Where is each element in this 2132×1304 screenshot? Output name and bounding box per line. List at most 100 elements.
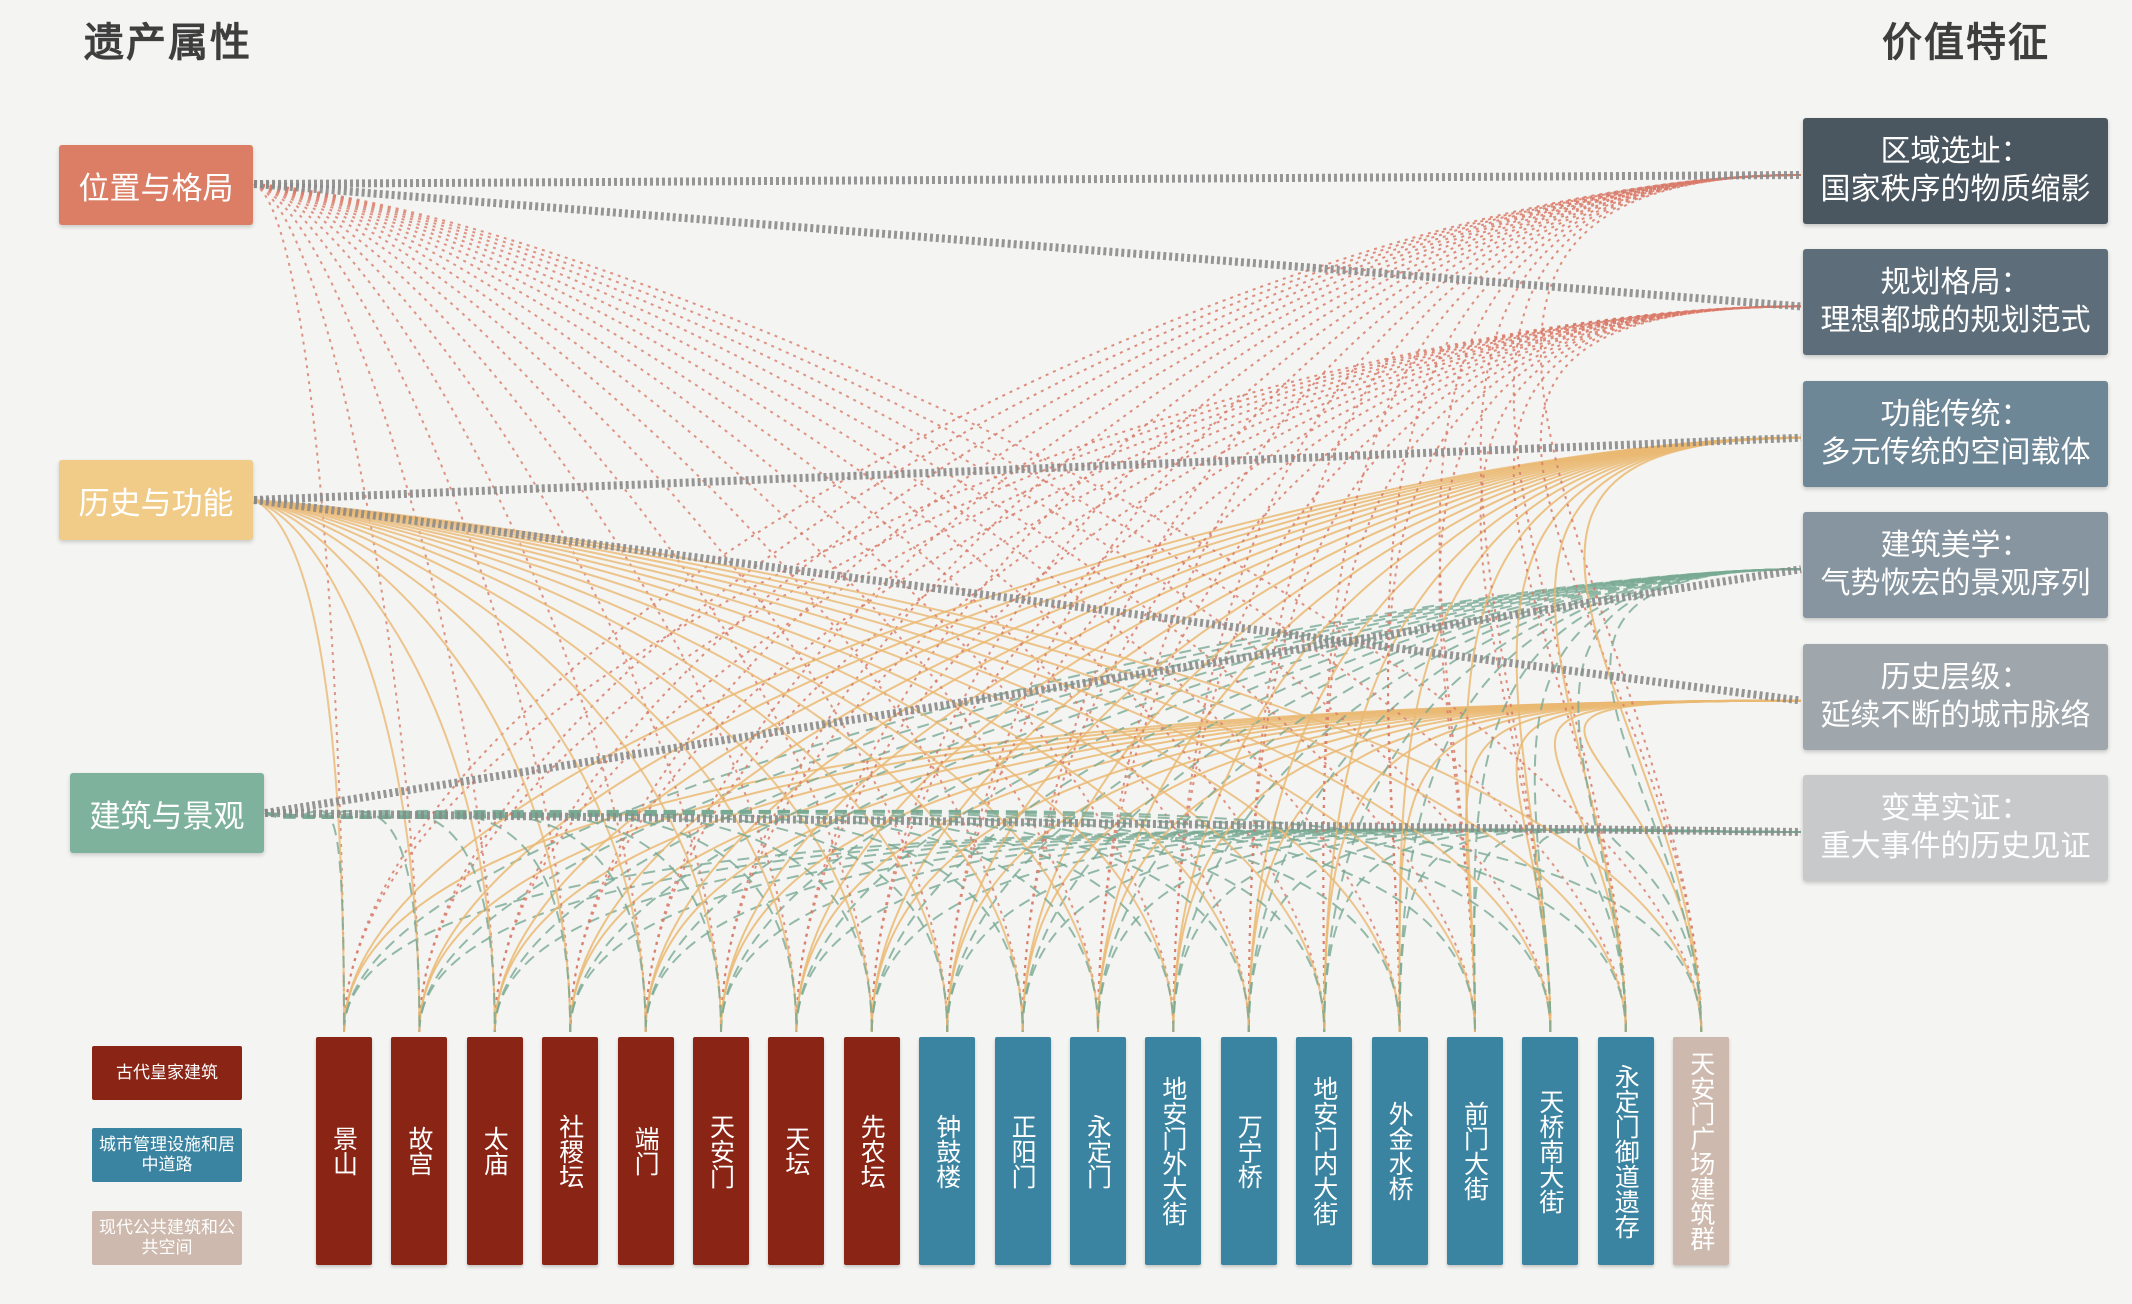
value-node-3[interactable]: 功能传统： 多元传统的空间载体 xyxy=(1803,380,2108,487)
value-characteristics-title: 价值特征 xyxy=(1882,20,2050,66)
legend-item-imperial: 古代皇家建筑 xyxy=(92,1046,242,1100)
attribute-site-link xyxy=(253,183,1024,1033)
attribute-site-link xyxy=(264,809,421,1033)
site-architecture-link xyxy=(1533,828,1802,1033)
attribute-value-link xyxy=(253,180,1802,311)
attribute-location-node[interactable]: 位置与格局 xyxy=(59,145,253,225)
value-node-heading: 功能传统： xyxy=(1880,396,2031,432)
site-architecture-link xyxy=(1021,828,1802,1033)
site-architecture-link xyxy=(493,568,1802,1033)
attribute-site-link xyxy=(253,183,496,1033)
attribute-site-link xyxy=(264,809,1627,1033)
site-history-link xyxy=(1398,436,1802,1033)
site-architecture-link xyxy=(1398,828,1802,1033)
value-node-description: 延续不断的城市脉络 xyxy=(1820,697,2091,733)
site-location-link xyxy=(870,174,1802,1033)
value-node-2[interactable]: 规划格局： 理想都城的规划范式 xyxy=(1803,249,2108,356)
site-node-4[interactable]: 社稷坛 xyxy=(542,1037,599,1265)
site-node-18[interactable]: 永定门御道遗存 xyxy=(1597,1037,1654,1265)
attribute-site-link xyxy=(253,183,798,1033)
attribute-site-link xyxy=(253,183,873,1033)
attribute-site-link xyxy=(253,183,1552,1033)
site-node-17[interactable]: 天桥南大街 xyxy=(1522,1037,1579,1265)
value-node-heading: 变革实证： xyxy=(1880,791,2031,826)
attribute-site-link xyxy=(264,809,1401,1033)
site-architecture-link xyxy=(569,568,1802,1033)
value-node-heading: 区域选址： xyxy=(1880,134,2031,169)
attribute-site-link xyxy=(253,499,1552,1033)
site-location-link xyxy=(1512,174,1802,1033)
site-node-9[interactable]: 钟鼓楼 xyxy=(919,1037,976,1265)
value-node-description: 气势恢宏的景观序列 xyxy=(1820,566,2091,602)
site-node-7[interactable]: 天坛 xyxy=(768,1037,825,1265)
attribute-site-link xyxy=(253,183,949,1033)
site-node-11[interactable]: 永定门 xyxy=(1070,1037,1126,1265)
attribute-site-link xyxy=(253,499,421,1033)
attribute-site-link xyxy=(264,809,1099,1033)
site-architecture-link xyxy=(1609,828,1802,1033)
value-node-1[interactable]: 区域选址： 国家秩序的物质缩影 xyxy=(1803,118,2108,224)
site-node-5[interactable]: 端门 xyxy=(617,1037,674,1265)
site-architecture-link xyxy=(418,568,1802,1033)
value-node-description: 多元传统的空间载体 xyxy=(1820,434,2091,470)
site-location-link xyxy=(946,305,1802,1033)
attribute-value-link xyxy=(253,171,1802,188)
attribute-value-link xyxy=(253,433,1802,504)
site-node-3[interactable]: 太庙 xyxy=(466,1037,523,1265)
site-location-link xyxy=(870,305,1802,1033)
site-architecture-link xyxy=(644,568,1802,1033)
site-node-10[interactable]: 正阳门 xyxy=(994,1037,1051,1265)
site-history-link xyxy=(1583,436,1802,1033)
attribute-site-link xyxy=(253,499,572,1033)
site-architecture-link xyxy=(720,568,1802,1033)
site-architecture-link xyxy=(795,828,1802,1033)
value-node-description: 重大事件的历史见证 xyxy=(1820,829,2091,864)
site-architecture-link xyxy=(1473,568,1802,1033)
attribute-architecture-node[interactable]: 建筑与景观 xyxy=(70,773,264,853)
site-node-15[interactable]: 外金水桥 xyxy=(1371,1037,1428,1265)
value-node-4[interactable]: 建筑美学： 气势恢宏的景观序列 xyxy=(1803,512,2108,619)
site-location-link xyxy=(946,174,1802,1033)
site-node-19[interactable]: 天安门广场建筑群 xyxy=(1673,1037,1730,1265)
attribute-site-link xyxy=(253,499,1250,1033)
site-history-link xyxy=(1323,699,1802,1033)
site-location-link xyxy=(1539,174,1802,1033)
attribute-site-link xyxy=(253,499,647,1033)
site-location-link xyxy=(343,305,1802,1033)
site-node-6[interactable]: 天安门 xyxy=(693,1037,749,1265)
attribute-site-link xyxy=(253,499,949,1033)
value-node-5[interactable]: 历史层级： 延续不断的城市脉络 xyxy=(1803,643,2108,750)
site-history-link xyxy=(569,699,1802,1033)
value-node-description: 理想都城的规划范式 xyxy=(1820,303,2091,339)
attribute-site-link xyxy=(253,499,1099,1033)
value-node-6[interactable]: 变革实证： 重大事件的历史见证 xyxy=(1803,775,2108,881)
site-architecture-link xyxy=(870,568,1802,1033)
site-location-link xyxy=(1438,305,1802,1033)
attribute-site-link xyxy=(264,809,722,1033)
attribute-value-link xyxy=(264,809,1802,836)
attribute-site-link xyxy=(264,809,1703,1033)
site-node-14[interactable]: 地安门内大街 xyxy=(1296,1037,1353,1265)
site-node-13[interactable]: 万宁桥 xyxy=(1220,1037,1277,1265)
attribute-site-link xyxy=(253,183,572,1033)
attribute-history-node[interactable]: 历史与功能 xyxy=(59,460,253,540)
legend-item-urban: 城市管理设施和居中道路 xyxy=(92,1128,242,1182)
site-history-link xyxy=(720,436,1802,1033)
attribute-site-link xyxy=(253,183,421,1033)
site-location-link xyxy=(1512,305,1802,1033)
site-history-link xyxy=(1097,699,1802,1033)
legend-item-modern: 现代公共建筑和公共空间 xyxy=(92,1211,242,1265)
site-location-link xyxy=(1322,305,1802,1033)
site-node-2[interactable]: 故宫 xyxy=(391,1037,448,1265)
site-node-1[interactable]: 景山 xyxy=(316,1037,372,1265)
heritage-attributes-title: 遗产属性 xyxy=(84,20,252,66)
site-location-link xyxy=(569,174,1802,1033)
site-node-16[interactable]: 前门大街 xyxy=(1447,1037,1503,1265)
site-node-12[interactable]: 地安门外大街 xyxy=(1145,1037,1202,1265)
site-location-link xyxy=(795,174,1802,1033)
site-history-link xyxy=(644,436,1802,1033)
site-architecture-link xyxy=(1247,568,1802,1033)
site-node-8[interactable]: 先农坛 xyxy=(843,1037,900,1265)
